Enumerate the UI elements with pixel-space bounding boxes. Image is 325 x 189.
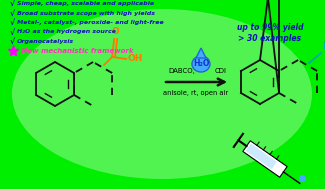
Polygon shape (246, 144, 277, 169)
Text: H: H (323, 41, 325, 51)
Text: Simple, cheap, scalable and applicable: Simple, cheap, scalable and applicable (17, 1, 154, 6)
Text: DABCO,: DABCO, (168, 68, 195, 74)
Text: √: √ (10, 37, 15, 46)
Text: √: √ (10, 0, 15, 8)
Text: New mechanistic framework: New mechanistic framework (19, 48, 134, 54)
Text: √: √ (10, 28, 15, 36)
Polygon shape (243, 141, 287, 177)
Text: OH: OH (127, 54, 142, 64)
Text: anisole, rt, open air: anisole, rt, open air (163, 90, 228, 96)
Text: Metal-, catalyst-, peroxide- and light-free: Metal-, catalyst-, peroxide- and light-f… (17, 20, 164, 25)
Ellipse shape (192, 56, 210, 72)
Text: > 30 examples: > 30 examples (239, 34, 302, 43)
Text: Organocatalysis: Organocatalysis (17, 39, 74, 44)
Text: up to 99% yield: up to 99% yield (237, 23, 303, 32)
Text: CDI: CDI (215, 68, 227, 74)
Text: O: O (111, 27, 119, 36)
Text: √: √ (10, 9, 15, 18)
Text: √: √ (10, 18, 15, 27)
Polygon shape (196, 48, 206, 58)
Text: H₂O: H₂O (193, 60, 209, 68)
Text: H₂O as the hydrogen source: H₂O as the hydrogen source (17, 29, 116, 35)
Text: Broad substrate scope with high yields: Broad substrate scope with high yields (17, 11, 155, 15)
Ellipse shape (12, 9, 312, 179)
